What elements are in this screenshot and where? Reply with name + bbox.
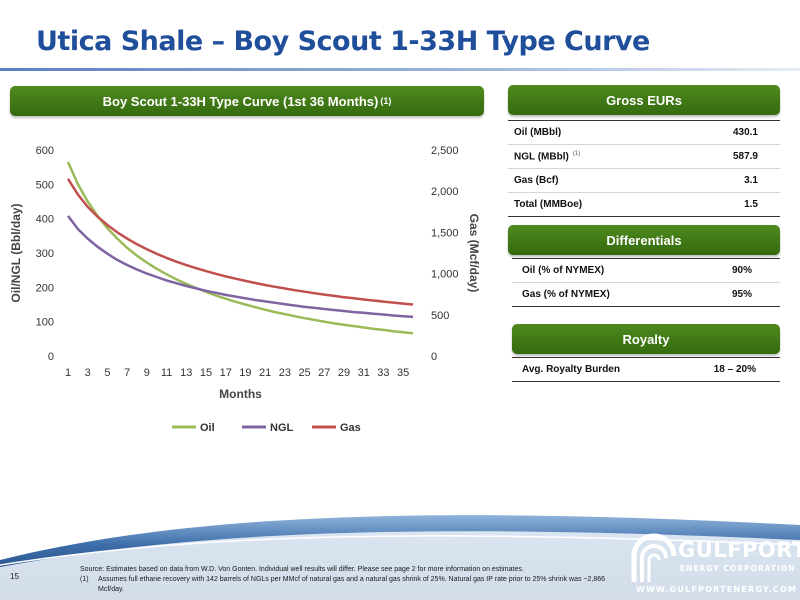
gross-eurs-header: Gross EURs — [508, 85, 780, 115]
x-tick-label: 19 — [239, 367, 251, 379]
y2-tick-label: 0 — [431, 351, 437, 363]
y2-tick-label: 2,000 — [431, 186, 459, 198]
chart-panel-header: Boy Scout 1-33H Type Curve (1st 36 Month… — [10, 86, 484, 116]
x-tick-label: 15 — [200, 367, 212, 379]
x-tick-label: 7 — [124, 367, 130, 379]
legend-label-gas: Gas — [340, 422, 361, 434]
eur-label: Oil (MBbl) — [514, 127, 562, 138]
legend-label-oil: Oil — [200, 422, 215, 434]
chart-panel-note: (1) — [380, 96, 392, 106]
footer-wave-background — [0, 505, 800, 600]
y-tick-label: 100 — [36, 317, 54, 329]
y2-axis-title: Gas (Mcf/day) — [467, 214, 481, 293]
eur-row-gas: Gas (Bcf) 3.1 — [508, 169, 780, 193]
logo-arch-icon — [631, 533, 677, 582]
differentials-header: Differentials — [508, 225, 780, 255]
x-tick-label: 25 — [298, 367, 310, 379]
y2-tick-label: 1,000 — [431, 269, 459, 281]
y-tick-label: 400 — [36, 214, 54, 226]
differential-value: 90% — [731, 265, 752, 276]
title-divider — [0, 68, 800, 71]
series-line-ngl — [67, 215, 414, 319]
eur-label: NGL (MBbl) — [514, 151, 569, 163]
footnotes: Source: Estimates based on data from W.D… — [80, 565, 620, 595]
eur-row-total: Total (MMBoe) 1.5 — [508, 193, 780, 217]
royalty-header: Royalty — [512, 324, 780, 354]
gulfport-logo: GULFPORT ENERGY CORPORATION WWW.GULFPORT… — [628, 528, 800, 598]
type-curve-chart: 0 100 200 300 400 500 600 0 500 1,000 1,500 2,000 2,… — [9, 145, 481, 434]
royalty-row: Avg. Royalty Burden 18 – 20% — [512, 358, 780, 382]
y2-tick-label: 500 — [431, 310, 449, 322]
y2-tick-label: 1,500 — [431, 227, 459, 239]
footer-wave-shape — [0, 515, 800, 600]
x-tick-label: 29 — [338, 367, 350, 379]
y-tick-label: 600 — [36, 145, 54, 157]
logo-url: WWW.GULFPORTENERGY.COM — [636, 585, 798, 594]
differential-row-oil: Oil (% of NYMEX) 90% — [512, 259, 780, 283]
differential-value: 95% — [731, 289, 752, 300]
series-line-gas — [66, 178, 414, 306]
series-line-oil — [66, 161, 414, 335]
chart-panel-title: Boy Scout 1-33H Type Curve (1st 36 Month… — [102, 93, 379, 109]
x-tick-label: 33 — [377, 367, 389, 379]
eur-value: 587.9 — [732, 151, 758, 162]
x-axis-title: Months — [219, 387, 262, 401]
footnote-1: (1) Assumes full ethane recovery with 14… — [80, 575, 620, 595]
x-tick-label: 11 — [161, 367, 172, 379]
source-note: Source: Estimates based on data from W.D… — [80, 566, 524, 573]
y-tick-label: 0 — [48, 351, 54, 363]
y-axis-title: Oil/NGL (Bbl/day) — [9, 203, 23, 302]
royalty-value: 18 – 20% — [713, 364, 756, 375]
x-tick-label: 9 — [144, 367, 150, 379]
eur-label: Total (MMBoe) — [514, 199, 583, 210]
x-tick-label: 31 — [358, 367, 370, 379]
logo-subtitle: ENERGY CORPORATION — [680, 564, 796, 573]
x-tick-label: 1 — [65, 367, 71, 379]
eur-label: Gas (Bcf) — [514, 175, 559, 186]
eur-row-oil: Oil (MBbl) 430.1 — [508, 121, 780, 145]
page-number: 15 — [10, 572, 19, 581]
legend-label-ngl: NGL — [270, 422, 294, 434]
x-tick-label: 13 — [180, 367, 192, 379]
eur-footnote-marker: (1) — [572, 150, 581, 157]
y2-tick-label: 2,500 — [431, 145, 459, 157]
differentials-table: Oil (% of NYMEX) 90% Gas (% of NYMEX) 95… — [512, 258, 780, 307]
logo-name: GULFPORT — [678, 538, 800, 562]
eur-row-ngl: NGL (MBbl) (1) 587.9 — [508, 145, 780, 169]
x-tick-label: 3 — [85, 367, 91, 379]
footnote-text: Assumes full ethane recovery with 142 ba… — [98, 576, 606, 593]
x-tick-label: 5 — [104, 367, 110, 379]
eur-value: 3.1 — [744, 175, 758, 186]
y-tick-label: 500 — [36, 179, 54, 191]
differential-label: Oil (% of NYMEX) — [522, 265, 605, 276]
eur-value: 1.5 — [744, 199, 758, 210]
royalty-table: Avg. Royalty Burden 18 – 20% — [512, 357, 780, 382]
footnote-number: (1) — [80, 576, 89, 583]
y-tick-label: 200 — [36, 282, 54, 294]
differential-row-gas: Gas (% of NYMEX) 95% — [512, 283, 780, 307]
x-tick-label: 27 — [318, 367, 330, 379]
x-tick-label: 17 — [220, 367, 232, 379]
eur-value: 430.1 — [732, 127, 758, 138]
x-tick-label: 35 — [397, 367, 409, 379]
royalty-label: Avg. Royalty Burden — [522, 364, 620, 375]
y-tick-label: 300 — [36, 248, 54, 260]
slide-title: Utica Shale – Boy Scout 1-33H Type Curve — [36, 26, 650, 57]
x-tick-label: 21 — [259, 367, 271, 379]
differential-label: Gas (% of NYMEX) — [522, 289, 610, 300]
gross-eurs-table: Oil (MBbl) 430.1 NGL (MBbl) (1) 587.9 Gas… — [508, 120, 780, 217]
x-tick-label: 23 — [279, 367, 291, 379]
